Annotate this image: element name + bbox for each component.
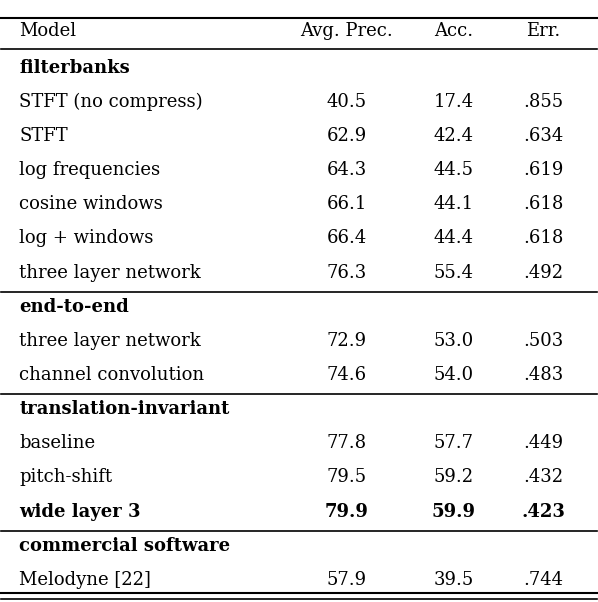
- Text: 77.8: 77.8: [327, 434, 367, 452]
- Text: 57.7: 57.7: [434, 434, 474, 452]
- Text: 59.2: 59.2: [434, 468, 474, 486]
- Text: baseline: baseline: [19, 434, 95, 452]
- Text: .855: .855: [523, 93, 563, 111]
- Text: 79.9: 79.9: [325, 503, 368, 521]
- Text: cosine windows: cosine windows: [19, 195, 163, 213]
- Text: 64.3: 64.3: [327, 161, 367, 179]
- Text: 76.3: 76.3: [327, 264, 367, 282]
- Text: translation-invariant: translation-invariant: [19, 400, 230, 418]
- Text: 57.9: 57.9: [327, 571, 367, 589]
- Text: 79.5: 79.5: [327, 468, 367, 486]
- Text: 42.4: 42.4: [434, 127, 474, 145]
- Text: log frequencies: log frequencies: [19, 161, 160, 179]
- Text: 62.9: 62.9: [327, 127, 367, 145]
- Text: Err.: Err.: [526, 22, 560, 40]
- Text: 44.5: 44.5: [434, 161, 474, 179]
- Text: 53.0: 53.0: [434, 332, 474, 350]
- Text: .492: .492: [523, 264, 563, 282]
- Text: .449: .449: [523, 434, 563, 452]
- Text: STFT: STFT: [19, 127, 68, 145]
- Text: 72.9: 72.9: [327, 332, 367, 350]
- Text: STFT (no compress): STFT (no compress): [19, 93, 203, 111]
- Text: 55.4: 55.4: [434, 264, 474, 282]
- Text: 39.5: 39.5: [434, 571, 474, 589]
- Text: .423: .423: [521, 503, 565, 521]
- Text: Melodyne [22]: Melodyne [22]: [19, 571, 151, 589]
- Text: 74.6: 74.6: [327, 366, 367, 384]
- Text: .432: .432: [523, 468, 563, 486]
- Text: .503: .503: [523, 332, 563, 350]
- Text: Acc.: Acc.: [434, 22, 474, 40]
- Text: 17.4: 17.4: [434, 93, 474, 111]
- Text: 44.4: 44.4: [434, 229, 474, 247]
- Text: Model: Model: [19, 22, 77, 40]
- Text: 66.1: 66.1: [327, 195, 367, 213]
- Text: commercial software: commercial software: [19, 537, 230, 555]
- Text: .634: .634: [523, 127, 563, 145]
- Text: three layer network: three layer network: [19, 332, 201, 350]
- Text: end-to-end: end-to-end: [19, 297, 129, 315]
- Text: log + windows: log + windows: [19, 229, 154, 247]
- Text: 44.1: 44.1: [434, 195, 474, 213]
- Text: .744: .744: [523, 571, 563, 589]
- Text: .618: .618: [523, 229, 563, 247]
- Text: 40.5: 40.5: [327, 93, 367, 111]
- Text: 59.9: 59.9: [432, 503, 476, 521]
- Text: three layer network: three layer network: [19, 264, 201, 282]
- Text: .618: .618: [523, 195, 563, 213]
- Text: 66.4: 66.4: [327, 229, 367, 247]
- Text: channel convolution: channel convolution: [19, 366, 205, 384]
- Text: .619: .619: [523, 161, 563, 179]
- Text: Avg. Prec.: Avg. Prec.: [300, 22, 393, 40]
- Text: pitch-shift: pitch-shift: [19, 468, 112, 486]
- Text: 54.0: 54.0: [434, 366, 474, 384]
- Text: .483: .483: [523, 366, 563, 384]
- Text: filterbanks: filterbanks: [19, 58, 130, 76]
- Text: wide layer 3: wide layer 3: [19, 503, 141, 521]
